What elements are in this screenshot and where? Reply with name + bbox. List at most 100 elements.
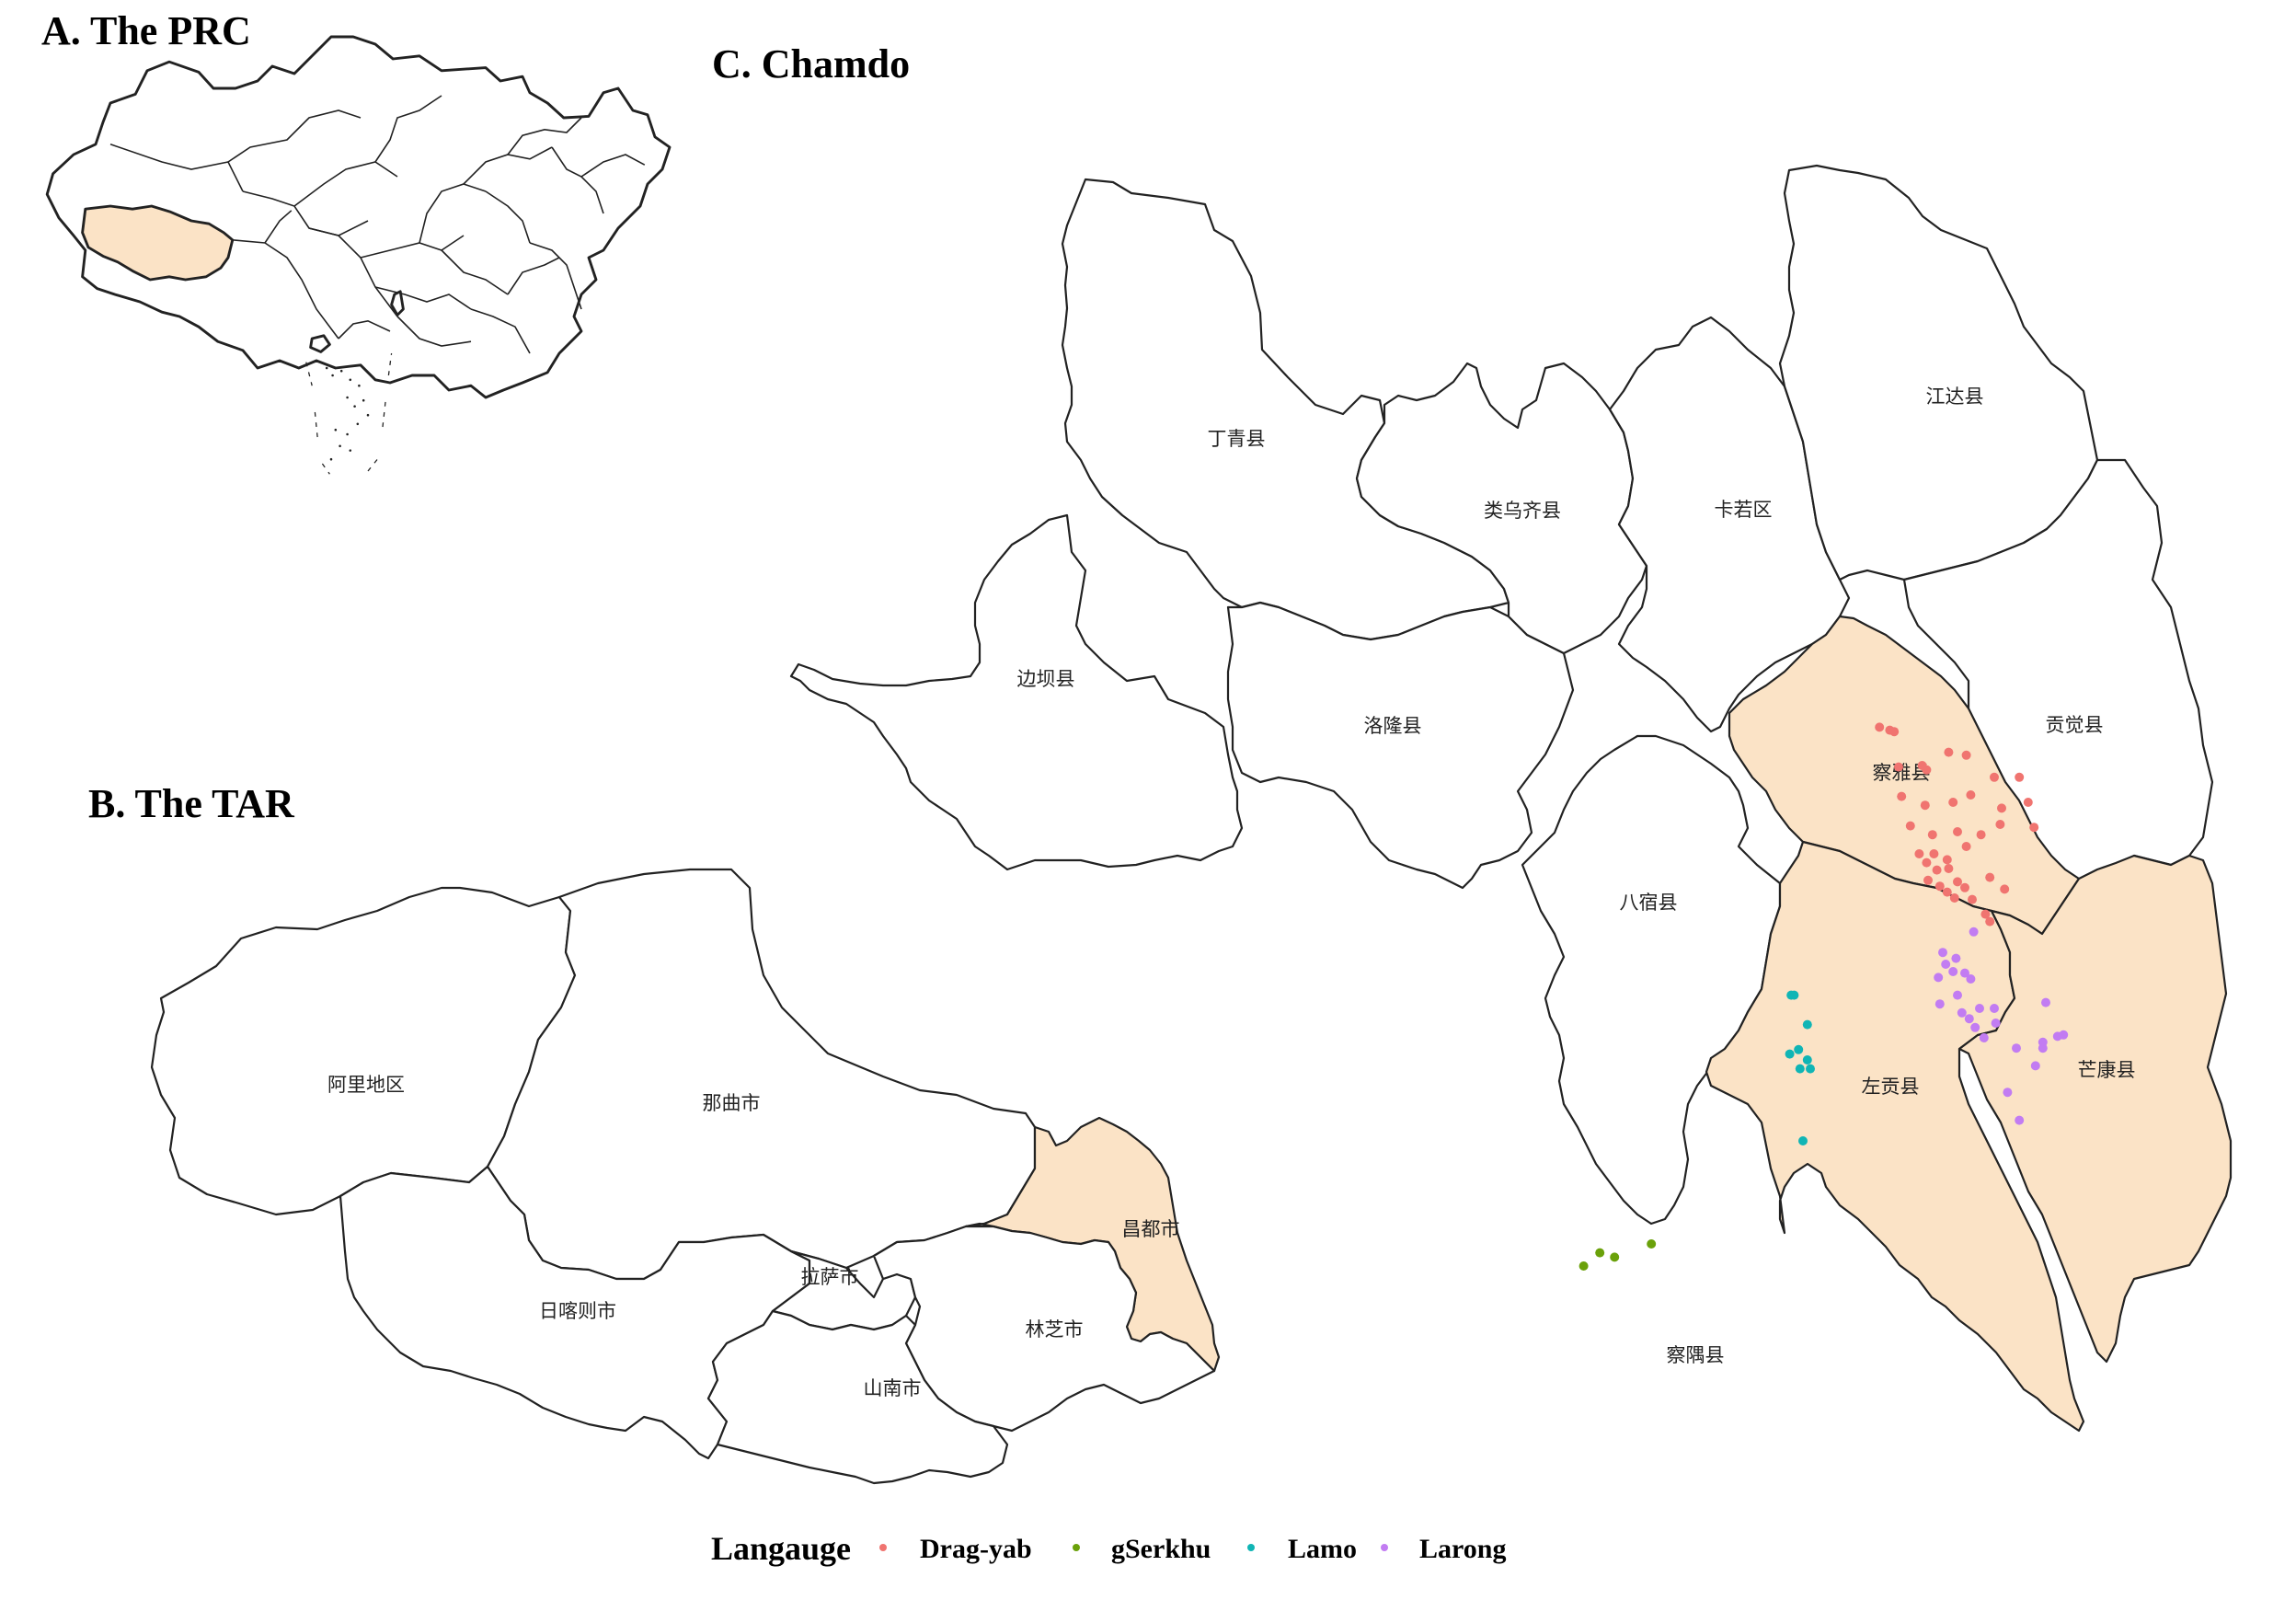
legend-label-drag-yab: Drag-yab <box>920 1534 1032 1564</box>
points-gserkhu <box>1578 1239 1657 1271</box>
prc-tibet-highlight <box>81 204 235 282</box>
drag-yab-point <box>1889 727 1900 737</box>
panel-c-title: C. Chamdo <box>712 41 910 86</box>
chamdo-label-luolong: 洛隆县 <box>1364 715 1422 737</box>
chamdo-label-bianba: 边坝县 <box>1017 668 1075 690</box>
larong-point <box>2003 1088 2013 1098</box>
chamdo-county-mangkang <box>1957 854 2233 1364</box>
prc-province-lines <box>109 95 646 354</box>
drag-yab-point <box>1953 827 1962 836</box>
legend-dot-drag-yab <box>879 1544 887 1551</box>
points-larong <box>1934 927 2069 1125</box>
larong-point <box>2015 1115 2025 1125</box>
larong-point <box>1975 1004 1984 1013</box>
lamo-point <box>1806 1064 1815 1074</box>
tar-map: 阿里地区 那曲市 昌都市 拉萨市 日喀则市 林芝市 山南市 <box>150 868 1221 1485</box>
tar-label-shannan: 山南市 <box>864 1377 922 1399</box>
tar-region-naqu <box>486 868 1037 1281</box>
larong-point <box>1938 948 1947 958</box>
drag-yab-point <box>1985 872 1995 882</box>
drag-yab-point <box>1905 821 1915 831</box>
chamdo-label-chayu: 察隅县 <box>1667 1344 1725 1366</box>
lamo-point <box>1798 1136 1808 1145</box>
drag-yab-point <box>1897 791 1907 801</box>
legend-dot-lamo <box>1247 1544 1255 1551</box>
prc-map <box>45 35 672 475</box>
larong-point <box>1941 960 1951 969</box>
chamdo-county-karuo <box>1608 316 1851 733</box>
chamdo-label-dingqing: 丁青县 <box>1208 428 1266 450</box>
drag-yab-point <box>1961 750 1971 760</box>
larong-point <box>1953 990 1962 1000</box>
prc-nine-dash-line <box>305 352 393 475</box>
prc-outline <box>45 35 672 399</box>
legend-label-larong: Larong <box>1419 1534 1506 1564</box>
drag-yab-point <box>1961 842 1971 851</box>
chamdo-county-jiangda <box>1778 164 2099 581</box>
tar-label-linzhi: 林芝市 <box>1026 1318 1084 1341</box>
drag-yab-point <box>1980 909 1991 919</box>
legend-label-lamo: Lamo <box>1288 1534 1357 1564</box>
drag-yab-point <box>1990 772 1999 782</box>
tar-label-rikaze: 日喀则市 <box>539 1300 616 1322</box>
drag-yab-point <box>1985 916 1995 927</box>
gserkhu-point <box>1595 1248 1605 1258</box>
drag-yab-point <box>1927 830 1937 840</box>
panel-a-title: A. The PRC <box>41 8 251 53</box>
larong-point <box>2012 1043 2021 1053</box>
prc-taiwan <box>390 290 405 317</box>
drag-yab-point <box>1960 882 1969 892</box>
chamdo-label-basu: 八宿县 <box>1620 892 1678 914</box>
drag-yab-point <box>1942 855 1952 865</box>
drag-yab-point <box>1995 820 2005 829</box>
drag-yab-point <box>1934 881 1945 892</box>
drag-yab-point <box>1976 830 1986 840</box>
gserkhu-point <box>1578 1261 1589 1271</box>
chamdo-county-luolong <box>1226 601 1575 890</box>
chamdo-label-jiangda: 江达县 <box>1926 386 1984 408</box>
panel-b-title: B. The TAR <box>88 781 295 826</box>
larong-point <box>1969 927 1979 937</box>
larong-point <box>1991 1019 2001 1028</box>
lamo-point <box>1785 1049 1795 1059</box>
points-drag-yab <box>1875 722 2039 927</box>
drag-yab-point <box>2029 823 2039 833</box>
gserkhu-point <box>1610 1252 1620 1262</box>
lamo-point <box>1802 1055 1812 1065</box>
drag-yab-point <box>1949 893 1959 903</box>
drag-yab-point <box>1942 887 1952 897</box>
tar-label-naqu: 那曲市 <box>703 1092 761 1114</box>
drag-yab-point <box>1968 894 1977 904</box>
chamdo-label-zuogong: 左贡县 <box>1862 1076 1920 1098</box>
drag-yab-point <box>1966 790 1976 800</box>
chamdo-county-bianba <box>789 513 1244 871</box>
drag-yab-point <box>1920 800 1930 811</box>
larong-point <box>1948 967 1958 976</box>
drag-yab-point <box>1929 849 1939 858</box>
gserkhu-point <box>1647 1239 1657 1249</box>
chamdo-county-basu <box>1521 734 1782 1226</box>
lamo-point <box>1802 1019 1812 1030</box>
larong-point <box>1957 1007 1967 1018</box>
chamdo-label-karuo: 卡若区 <box>1715 499 1773 521</box>
larong-point <box>2059 1030 2069 1040</box>
drag-yab-point <box>1944 747 1954 757</box>
larong-point <box>1960 968 1969 978</box>
tar-label-lasa: 拉萨市 <box>801 1266 859 1288</box>
prc-south-sea-islands <box>325 366 370 461</box>
drag-yab-point <box>1997 803 2006 813</box>
drag-yab-point <box>1922 858 1932 868</box>
tar-region-shannan <box>706 1309 1009 1485</box>
drag-yab-point <box>1875 722 1885 732</box>
drag-yab-point <box>2015 772 2025 782</box>
larong-point <box>1979 1033 1989 1042</box>
larong-point <box>1990 1004 1999 1013</box>
legend: Langauge Drag-yab gSerkhu Lamo Larong <box>711 1530 1506 1567</box>
drag-yab-point <box>2023 798 2033 807</box>
larong-point <box>1951 953 1961 963</box>
lamo-point <box>1794 1044 1804 1054</box>
larong-point <box>1966 974 1976 984</box>
larong-point <box>2030 1061 2040 1071</box>
larong-point <box>1964 1014 1974 1024</box>
